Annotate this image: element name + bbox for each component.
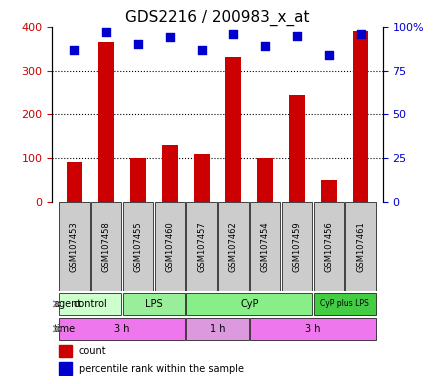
Point (102, 29, 109, 35)
Text: control: control (73, 299, 107, 309)
FancyBboxPatch shape (250, 202, 280, 291)
Text: GSM107461: GSM107461 (355, 221, 364, 272)
Text: count: count (79, 346, 106, 356)
FancyBboxPatch shape (154, 202, 184, 291)
FancyBboxPatch shape (217, 202, 248, 291)
FancyBboxPatch shape (186, 293, 312, 315)
Text: GSM107460: GSM107460 (165, 221, 174, 272)
Bar (352, 31, 368, 202)
Text: GSM107459: GSM107459 (292, 221, 301, 272)
Text: CyP: CyP (240, 299, 258, 309)
Text: LPS: LPS (145, 299, 162, 309)
Point (230, 31, 237, 37)
FancyBboxPatch shape (122, 293, 184, 315)
Text: GSM107455: GSM107455 (133, 221, 142, 272)
Text: GSM107462: GSM107462 (228, 221, 237, 272)
Text: 1 h: 1 h (209, 324, 225, 334)
Bar (193, 154, 209, 202)
Point (325, 52, 332, 58)
Text: 3 h: 3 h (114, 324, 130, 334)
FancyBboxPatch shape (250, 318, 375, 340)
FancyBboxPatch shape (59, 293, 121, 315)
Title: GDS2216 / 200983_x_at: GDS2216 / 200983_x_at (125, 9, 309, 25)
Point (293, 33, 300, 39)
FancyBboxPatch shape (281, 202, 312, 291)
Text: 3 h: 3 h (304, 324, 320, 334)
Text: CyP plus LPS: CyP plus LPS (319, 300, 368, 308)
Text: GSM107456: GSM107456 (323, 221, 332, 272)
Text: time: time (54, 324, 76, 334)
FancyBboxPatch shape (313, 293, 375, 315)
Bar (161, 145, 178, 202)
FancyBboxPatch shape (186, 202, 217, 291)
Text: agent: agent (54, 299, 82, 309)
FancyBboxPatch shape (59, 202, 89, 291)
FancyBboxPatch shape (91, 202, 121, 291)
Bar (320, 180, 336, 202)
Bar (225, 58, 241, 202)
Bar (256, 158, 273, 202)
Bar (98, 42, 114, 202)
Point (134, 41, 141, 47)
Bar (66, 162, 82, 202)
FancyBboxPatch shape (186, 318, 248, 340)
Text: GSM107458: GSM107458 (102, 221, 111, 272)
Point (356, 31, 363, 37)
FancyBboxPatch shape (59, 318, 184, 340)
Text: GSM107457: GSM107457 (197, 221, 206, 272)
Point (261, 43, 268, 49)
Bar (130, 158, 146, 202)
FancyBboxPatch shape (313, 202, 343, 291)
FancyBboxPatch shape (345, 202, 375, 291)
Point (71, 46, 78, 53)
Text: percentile rank within the sample: percentile rank within the sample (79, 364, 243, 374)
Point (197, 46, 204, 53)
Point (166, 34, 173, 40)
Bar (288, 94, 304, 202)
FancyBboxPatch shape (122, 202, 153, 291)
Text: GSM107454: GSM107454 (260, 221, 269, 272)
Bar (59, 345, 72, 357)
Text: GSM107453: GSM107453 (70, 221, 79, 272)
Bar (59, 362, 72, 374)
